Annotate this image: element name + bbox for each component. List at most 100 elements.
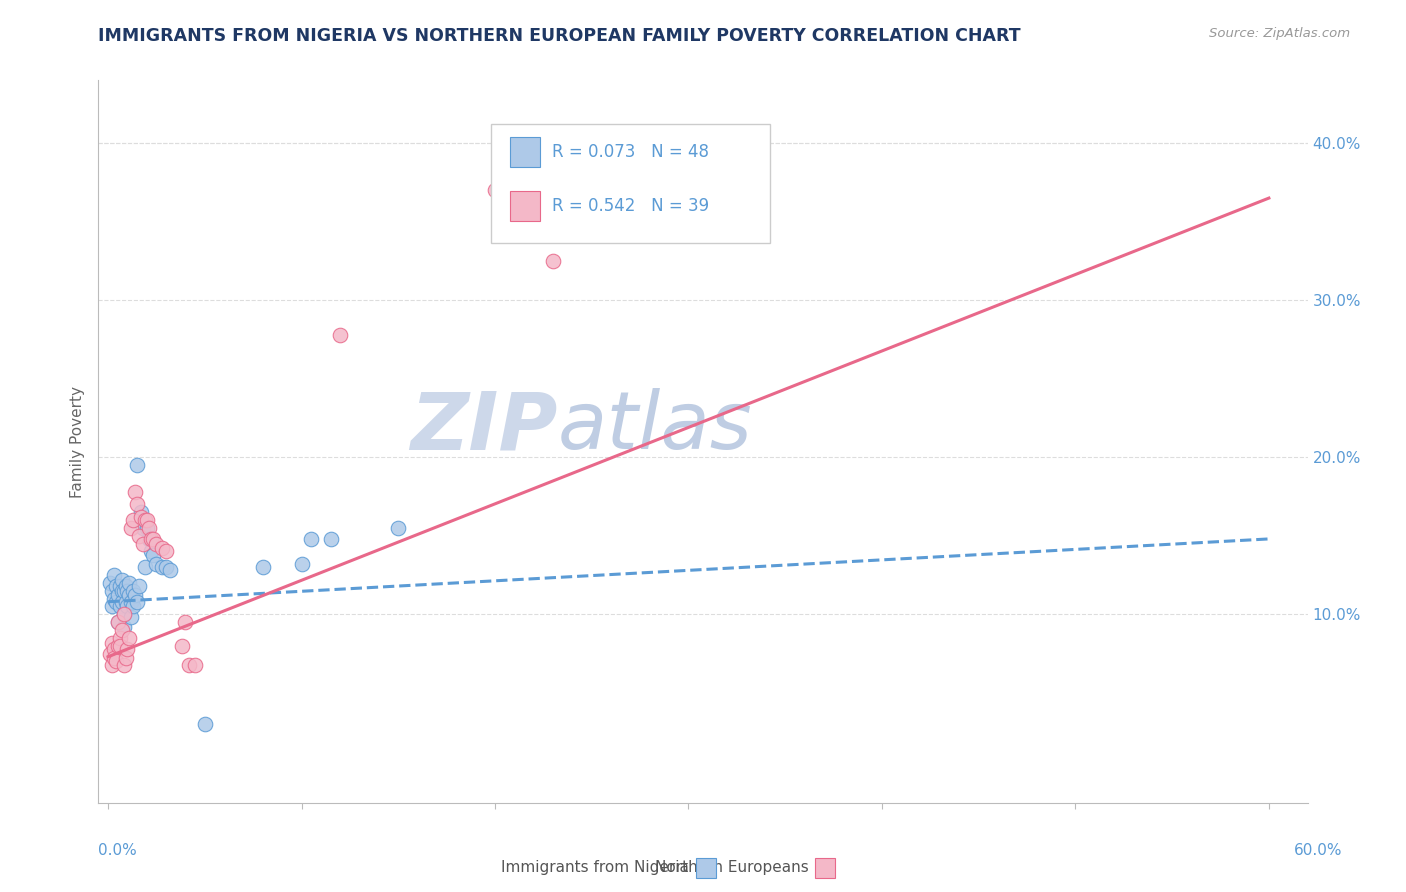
Text: Source: ZipAtlas.com: Source: ZipAtlas.com — [1209, 27, 1350, 40]
Point — [120, 610, 142, 624]
Point — [114, 651, 136, 665]
Point — [114, 595, 136, 609]
Bar — [509, 136, 540, 167]
Point — [118, 589, 141, 603]
Point — [108, 599, 131, 614]
Text: atlas: atlas — [558, 388, 752, 467]
Point — [118, 575, 141, 590]
Point — [387, 521, 409, 535]
Point — [108, 579, 131, 593]
Point — [571, 214, 593, 228]
Point — [127, 458, 149, 472]
Point — [150, 541, 173, 556]
Point — [124, 484, 146, 499]
Point — [127, 595, 149, 609]
Point — [150, 560, 173, 574]
Point — [179, 657, 201, 672]
Point — [98, 647, 121, 661]
Point — [114, 579, 136, 593]
Point — [112, 583, 135, 598]
Point — [142, 532, 165, 546]
Point — [101, 635, 124, 649]
Point — [120, 521, 142, 535]
Point — [484, 183, 506, 197]
Point — [155, 560, 177, 574]
Point — [98, 575, 121, 590]
Text: R = 0.542   N = 39: R = 0.542 N = 39 — [551, 197, 709, 215]
Point — [120, 595, 142, 609]
Point — [104, 579, 127, 593]
Point — [101, 657, 124, 672]
Point — [252, 560, 274, 574]
Point — [111, 573, 134, 587]
Point — [111, 595, 134, 609]
Point — [103, 641, 125, 656]
Text: Northern Europeans: Northern Europeans — [655, 860, 808, 874]
Point — [107, 615, 129, 630]
Point — [299, 532, 322, 546]
Point — [129, 510, 152, 524]
Point — [138, 532, 160, 546]
Point — [112, 657, 135, 672]
Point — [103, 651, 125, 665]
Point — [135, 521, 157, 535]
Text: R = 0.073   N = 48: R = 0.073 N = 48 — [551, 143, 709, 161]
Text: IMMIGRANTS FROM NIGERIA VS NORTHERN EUROPEAN FAMILY POVERTY CORRELATION CHART: IMMIGRANTS FROM NIGERIA VS NORTHERN EURO… — [98, 27, 1021, 45]
Point — [319, 532, 342, 546]
Point — [128, 529, 150, 543]
Point — [104, 595, 127, 609]
Point — [329, 327, 352, 342]
Point — [174, 615, 197, 630]
Point — [142, 548, 165, 562]
Point — [134, 560, 156, 574]
Text: 60.0%: 60.0% — [1295, 843, 1343, 858]
Point — [145, 536, 167, 550]
Text: 0.0%: 0.0% — [98, 843, 138, 858]
Point — [122, 599, 145, 614]
Point — [118, 631, 141, 645]
Point — [122, 583, 145, 598]
Point — [101, 583, 124, 598]
Point — [108, 631, 131, 645]
Point — [104, 655, 127, 669]
Point — [117, 583, 139, 598]
Point — [107, 589, 129, 603]
Text: ZIP: ZIP — [411, 388, 558, 467]
Point — [138, 521, 160, 535]
Point — [112, 620, 135, 634]
Point — [132, 521, 155, 535]
Point — [139, 544, 162, 558]
Point — [290, 557, 312, 571]
Point — [128, 579, 150, 593]
Point — [132, 536, 155, 550]
Point — [117, 599, 139, 614]
Point — [111, 623, 134, 637]
Point — [112, 607, 135, 622]
Point — [111, 583, 134, 598]
Point — [117, 641, 139, 656]
Point — [159, 563, 181, 577]
Point — [135, 513, 157, 527]
Text: Immigrants from Nigeria: Immigrants from Nigeria — [501, 860, 689, 874]
Point — [541, 253, 564, 268]
Point — [101, 599, 124, 614]
Point — [127, 497, 149, 511]
Y-axis label: Family Poverty: Family Poverty — [70, 385, 86, 498]
Point — [124, 589, 146, 603]
Point — [103, 591, 125, 606]
Point — [108, 639, 131, 653]
Point — [129, 505, 152, 519]
Point — [184, 657, 207, 672]
Point — [112, 607, 135, 622]
Point — [155, 544, 177, 558]
Point — [107, 615, 129, 630]
Point — [107, 639, 129, 653]
FancyBboxPatch shape — [492, 124, 769, 243]
Point — [134, 513, 156, 527]
Point — [145, 557, 167, 571]
Point — [103, 568, 125, 582]
Point — [170, 639, 193, 653]
Point — [122, 513, 145, 527]
Bar — [509, 191, 540, 221]
Point — [194, 717, 217, 731]
